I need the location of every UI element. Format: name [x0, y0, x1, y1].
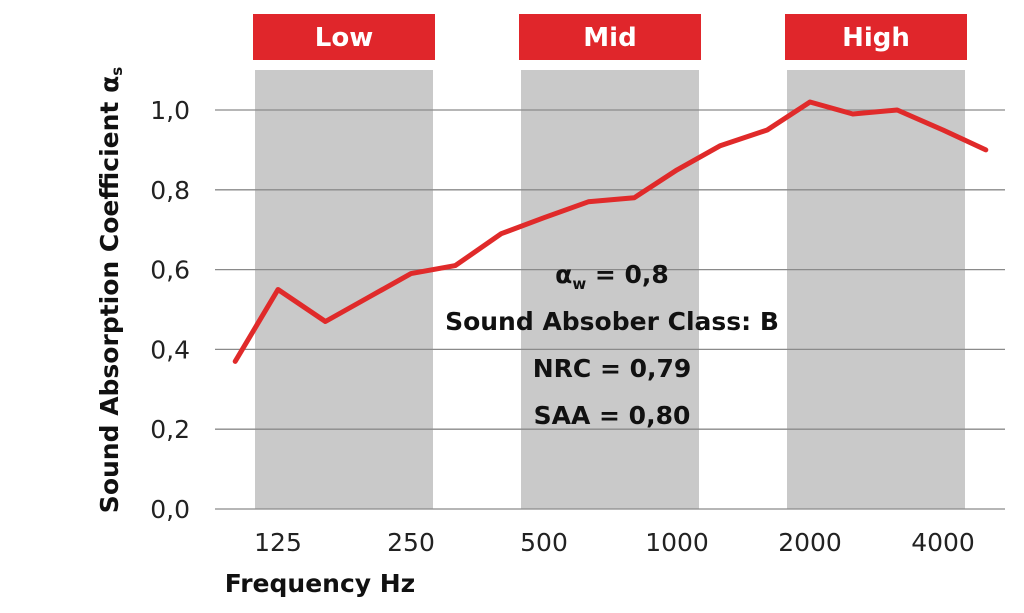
band-label: Low [315, 23, 373, 53]
band-mid [521, 70, 699, 509]
x-tick-label: 1000 [645, 528, 709, 557]
y-tick-label: 0,4 [150, 335, 190, 364]
x-tick-label: 125 [254, 528, 302, 557]
band-label: High [842, 23, 910, 53]
y-tick-label: 0,6 [150, 256, 190, 285]
y-tick-label: 0,0 [150, 495, 190, 524]
series-line [232, 99, 989, 364]
band-label-box [519, 14, 701, 60]
saa-annotation: SAA = 0,80 [534, 401, 691, 430]
y-tick-label: 0,2 [150, 415, 190, 444]
y-tick-label: 1,0 [150, 96, 190, 125]
nrc-annotation: NRC = 0,79 [533, 354, 692, 383]
y-axis-label: Sound Absorption Coefficient αs [95, 67, 126, 513]
x-tick-label: 2000 [778, 528, 842, 557]
x-tick-label: 250 [387, 528, 435, 557]
band-label-box [253, 14, 435, 60]
band-high [787, 70, 965, 509]
x-tick-label: 500 [520, 528, 568, 557]
band-label-box [785, 14, 967, 60]
x-tick-label: 4000 [911, 528, 975, 557]
x-axis-label: Frequency Hz [225, 569, 416, 598]
absorber-class-annotation: Sound Absober Class: B [445, 307, 779, 336]
alpha-w-annotation: αw = 0,8 [555, 260, 669, 293]
y-tick-label: 0,8 [150, 176, 190, 205]
band-low [255, 70, 433, 509]
band-label: Mid [583, 23, 636, 53]
